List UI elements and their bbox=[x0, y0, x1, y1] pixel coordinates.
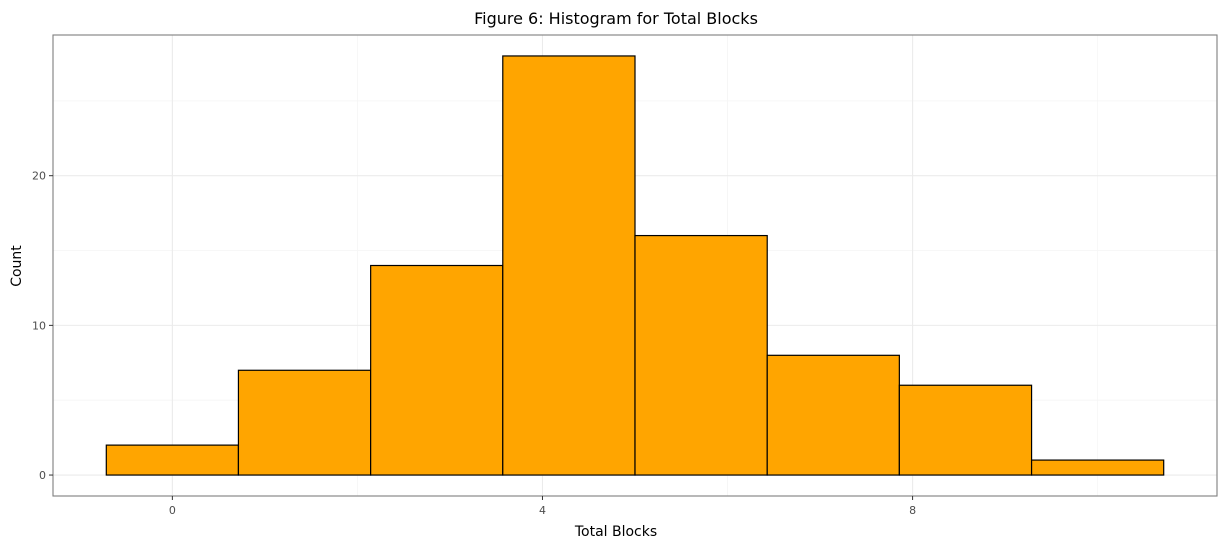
histogram-bar-1 bbox=[105, 444, 240, 476]
y-axis-ticks: 0 10 20 bbox=[32, 170, 53, 482]
panel-border bbox=[52, 34, 1218, 497]
histogram-bars bbox=[105, 55, 1165, 476]
histogram-bar-5 bbox=[634, 234, 768, 476]
x-tick-label: 8 bbox=[909, 504, 916, 517]
y-axis-title: Count bbox=[9, 245, 25, 287]
histogram-bar-7 bbox=[898, 384, 1033, 476]
histogram-bar-6 bbox=[766, 354, 900, 476]
x-axis-ticks: 0 4 8 bbox=[169, 496, 916, 517]
histogram-bar-2 bbox=[237, 369, 372, 476]
histogram-bar-8 bbox=[1030, 459, 1165, 476]
y-tick-label: 0 bbox=[39, 469, 46, 482]
x-axis-title: Total Blocks bbox=[574, 524, 657, 540]
y-tick-label: 20 bbox=[32, 170, 46, 183]
y-tick-label: 10 bbox=[32, 319, 46, 332]
x-tick-label: 0 bbox=[169, 504, 176, 517]
chart-title: Figure 6: Histogram for Total Blocks bbox=[474, 9, 758, 28]
histogram-bar-4 bbox=[502, 55, 636, 476]
histogram-bar-3 bbox=[370, 264, 504, 476]
x-tick-label: 4 bbox=[539, 504, 546, 517]
